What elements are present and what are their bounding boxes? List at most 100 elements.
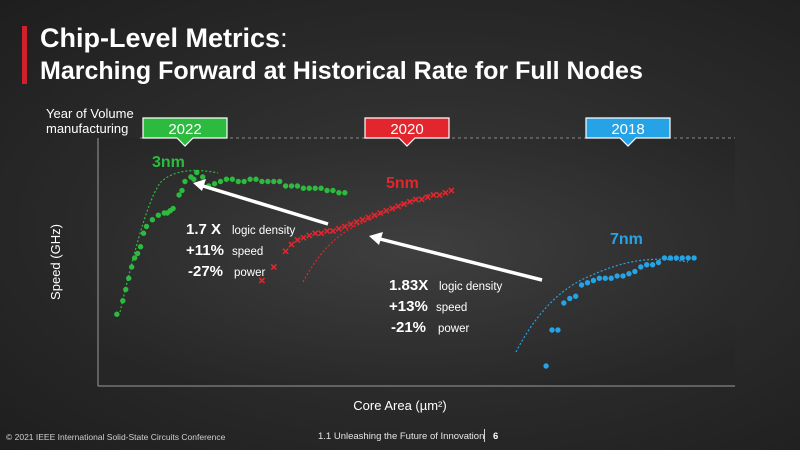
data-point-5nm-11 — [335, 225, 343, 232]
arrow-5-to-3-head — [193, 179, 206, 191]
data-point-3nm-17 — [179, 187, 185, 194]
data-point-5nm-10 — [329, 227, 337, 235]
data-point-5nm-13 — [347, 221, 354, 228]
data-point-5nm-30 — [448, 187, 455, 194]
data-point-3nm-9 — [143, 223, 150, 230]
data-point-5nm-21 — [394, 203, 402, 210]
year-label-line1: Year of Volume — [46, 106, 134, 121]
data-point-7nm-12 — [614, 273, 620, 279]
data-point-3nm-30 — [247, 176, 253, 182]
data-point-5nm-25 — [418, 196, 425, 203]
footer-session: 1.1 Unleashing the Future of Innovation — [318, 431, 485, 442]
data-point-7nm-11 — [608, 275, 614, 281]
data-point-3nm-46 — [342, 190, 348, 196]
data-point-3nm-28 — [235, 178, 241, 185]
year-label-line2: manufacturing — [46, 121, 129, 136]
data-point-5nm-0 — [258, 277, 266, 284]
trend-5nm — [302, 191, 439, 283]
data-point-3nm-6 — [134, 250, 141, 257]
data-point-5nm-16 — [365, 214, 372, 221]
data-point-7nm-9 — [596, 275, 603, 281]
arrow-7-to-5-line — [379, 237, 543, 282]
year-tag-2020-shape — [364, 117, 450, 147]
series-label-3nm: 3nm — [152, 154, 185, 171]
data-point-3nm-18 — [182, 178, 188, 185]
title-accent-bar — [22, 26, 27, 84]
annotation-5nm-ratio-label: logic density — [439, 281, 503, 293]
data-point-5nm-23 — [406, 198, 414, 205]
year-tag-2020: 2020 — [364, 117, 450, 147]
arrow-5-to-3-line — [202, 184, 329, 226]
arrow-7-to-5-head — [369, 232, 383, 245]
slide-subtitle: Marching Forward at Historical Rate for … — [40, 57, 643, 85]
data-point-7nm-23 — [679, 255, 685, 261]
data-point-3nm-25 — [217, 178, 224, 185]
data-point-7nm-21 — [667, 255, 674, 261]
annotation-5nm-power: -21% — [391, 319, 426, 336]
annotation-3nm-power-label: power — [234, 267, 265, 279]
data-point-7nm-4 — [567, 295, 573, 302]
data-point-5nm-7 — [312, 230, 319, 237]
data-point-5nm-26 — [424, 194, 431, 201]
data-point-3nm-4 — [128, 264, 135, 270]
data-point-5nm-28 — [436, 191, 443, 199]
data-point-3nm-2 — [123, 286, 129, 293]
annotation-5nm-speed-label: speed — [436, 302, 467, 314]
data-point-7nm-3 — [561, 300, 567, 306]
data-point-3nm-37 — [288, 183, 295, 189]
year-tag-2018: 2018 — [585, 117, 671, 147]
arrow-5-to-3 — [193, 179, 329, 226]
data-point-3nm-45 — [336, 190, 342, 196]
annotation-5nm-speed: +13% — [389, 298, 428, 315]
data-point-5nm-3 — [288, 241, 295, 248]
year-tag-2018-shape — [585, 117, 671, 147]
data-point-5nm-18 — [377, 209, 384, 217]
data-point-5nm-17 — [371, 212, 378, 219]
data-point-7nm-17 — [644, 262, 650, 268]
data-point-3nm-16 — [176, 192, 182, 198]
data-point-5nm-27 — [430, 191, 437, 199]
data-point-7nm-2 — [555, 327, 561, 333]
data-point-7nm-8 — [590, 277, 597, 284]
data-point-7nm-24 — [685, 255, 691, 261]
data-point-5nm-29 — [442, 189, 449, 196]
data-point-3nm-32 — [259, 178, 265, 185]
data-point-3nm-3 — [126, 275, 132, 281]
data-point-5nm-2 — [282, 248, 289, 255]
data-point-3nm-33 — [265, 178, 271, 185]
data-point-7nm-13 — [620, 273, 626, 279]
annotation-3nm-ratio: 1.7 X — [186, 221, 221, 238]
year-label: Year of Volume manufacturing — [46, 106, 134, 136]
data-point-3nm-10 — [149, 217, 156, 223]
data-point-3nm-34 — [271, 178, 277, 185]
data-point-5nm-4 — [294, 236, 301, 244]
data-point-3nm-5 — [131, 255, 138, 261]
data-points — [114, 169, 697, 369]
footer-copyright: © 2021 IEEE International Solid-State Ci… — [6, 432, 226, 442]
data-point-3nm-15 — [170, 205, 176, 212]
trend-3nm — [119, 169, 219, 313]
x-axis-label: Core Area (µm²) — [353, 398, 446, 413]
data-point-3nm-39 — [300, 185, 307, 191]
data-point-3nm-41 — [312, 185, 318, 191]
data-point-3nm-22 — [200, 174, 206, 180]
data-point-3nm-29 — [241, 178, 247, 185]
data-point-7nm-18 — [649, 262, 656, 268]
data-point-7nm-10 — [602, 275, 608, 281]
arrow-7-to-5 — [369, 232, 543, 282]
data-point-3nm-20 — [191, 176, 197, 182]
data-point-5nm-5 — [300, 234, 307, 241]
annotation-5nm-power-label: power — [438, 323, 469, 335]
year-tag-2018-label: 2018 — [611, 121, 644, 138]
data-point-7nm-1 — [549, 327, 555, 333]
slide-title-colon: : — [280, 23, 288, 53]
year-tag-2022: 2022 — [142, 117, 228, 147]
data-point-7nm-0 — [543, 363, 549, 369]
data-point-7nm-7 — [584, 280, 591, 286]
data-point-5nm-8 — [317, 230, 325, 237]
annotation-3nm-speed-label: speed — [232, 246, 263, 258]
data-point-5nm-20 — [388, 205, 396, 212]
data-point-5nm-9 — [323, 227, 331, 235]
data-point-3nm-27 — [229, 176, 236, 182]
